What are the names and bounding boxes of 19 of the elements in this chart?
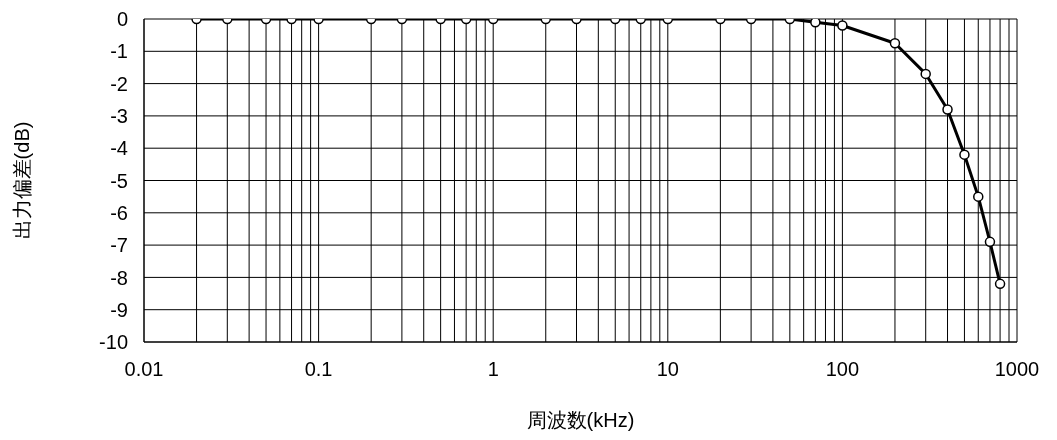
y-tick-label: -9: [110, 298, 128, 321]
x-tick-label: 100: [825, 358, 860, 381]
y-tick-label: -7: [110, 234, 128, 257]
y-tick-label: -8: [110, 266, 128, 289]
x-tick-label: 1000: [994, 358, 1040, 381]
y-tick-label: -4: [110, 137, 128, 160]
x-axis-title: 周波数(kHz): [526, 409, 635, 431]
y-tick-label: -3: [110, 105, 128, 127]
x-tick-label: 0.1: [304, 358, 333, 381]
y-tick-label: -5: [110, 169, 128, 192]
x-tick-label: 10: [656, 358, 679, 381]
y-axis-title: 出力偏差(dB): [11, 121, 34, 240]
y-tick-label: -1: [110, 40, 128, 63]
y-tick-label: -10: [99, 331, 128, 354]
y-tick-label: -2: [110, 72, 128, 95]
y-tick-label: 0: [116, 8, 128, 31]
x-tick-label: 1: [487, 358, 499, 381]
x-tick-label: 0.01: [124, 358, 164, 381]
y-tick-label: -6: [110, 201, 128, 224]
